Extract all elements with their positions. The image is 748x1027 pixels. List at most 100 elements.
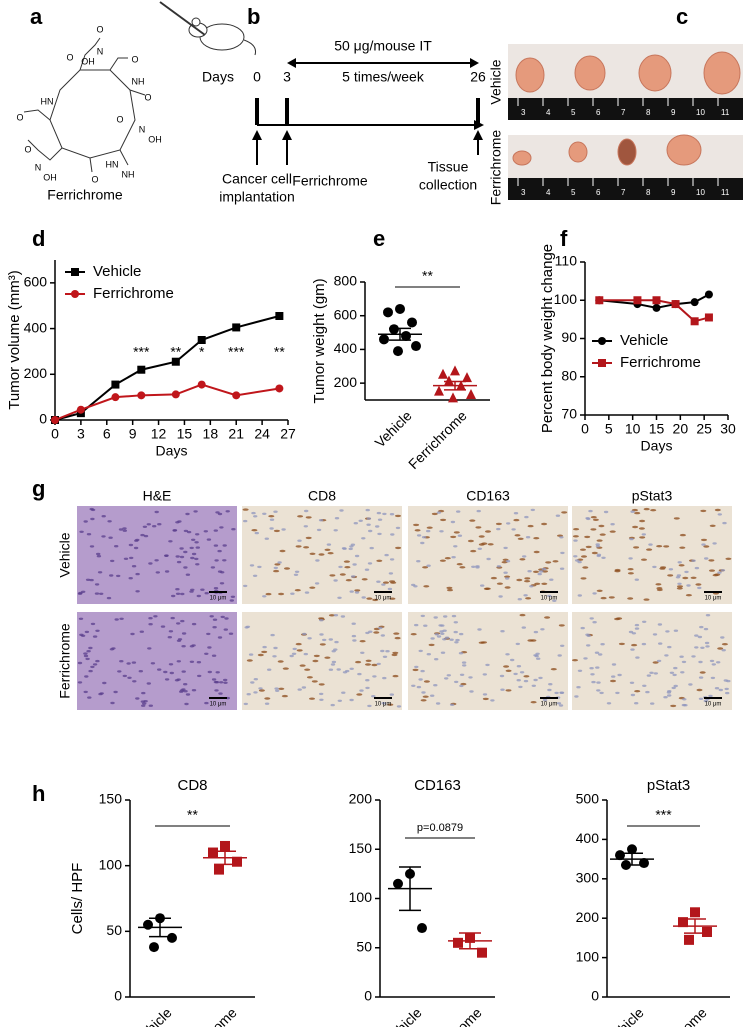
- photo-row-label: Vehicle: [488, 59, 504, 104]
- histology-image: [242, 612, 402, 710]
- cell-nucleus: [586, 644, 591, 647]
- panel-letter: b: [247, 4, 260, 29]
- cell-nucleus: [682, 576, 689, 580]
- cell-nucleus: [389, 558, 395, 561]
- cell-nucleus: [220, 615, 225, 619]
- cell-nucleus: [704, 641, 710, 645]
- cell-nucleus: [381, 702, 386, 705]
- cell-nucleus: [481, 641, 487, 644]
- cell-nucleus: [333, 614, 339, 617]
- cell-nucleus: [138, 670, 143, 673]
- atom-label: OH: [43, 172, 57, 182]
- cell-nucleus: [168, 540, 173, 543]
- cell-nucleus: [223, 681, 228, 684]
- x-tick-label: 15: [649, 421, 665, 437]
- cell-nucleus: [703, 699, 708, 703]
- cell-nucleus: [189, 546, 194, 550]
- cell-nucleus: [119, 660, 124, 663]
- cell-nucleus: [453, 630, 458, 634]
- cell-nucleus: [179, 547, 184, 550]
- cell-nucleus: [533, 550, 540, 554]
- cell-nucleus: [667, 574, 674, 577]
- cell-nucleus: [660, 566, 667, 569]
- cell-nucleus: [301, 686, 307, 689]
- cell-nucleus: [475, 565, 480, 568]
- x-tick-label: Vehicle: [371, 407, 414, 450]
- cell-nucleus: [726, 679, 731, 683]
- marker: [395, 303, 405, 314]
- cell-nucleus: [476, 509, 481, 513]
- cell-nucleus: [273, 569, 280, 573]
- cell-nucleus: [416, 534, 422, 537]
- cell-nucleus: [195, 533, 200, 536]
- cell-nucleus: [573, 555, 578, 558]
- cell-nucleus: [359, 689, 364, 692]
- cell-nucleus: [318, 683, 325, 686]
- ruler-label: 9: [671, 188, 676, 197]
- panel-letter: h: [32, 781, 45, 806]
- cell-nucleus: [610, 679, 616, 683]
- cell-nucleus: [486, 557, 491, 561]
- ruler-label: 6: [596, 188, 601, 197]
- cell-nucleus: [517, 537, 524, 540]
- cell-nucleus: [218, 692, 223, 695]
- cell-nucleus: [559, 567, 565, 570]
- cell-nucleus: [371, 695, 376, 698]
- tumor: [515, 57, 545, 93]
- cell-nucleus: [168, 663, 174, 666]
- cell-nucleus: [596, 553, 602, 556]
- cell-nucleus: [258, 689, 265, 692]
- cell-nucleus: [366, 597, 373, 600]
- y-tick-label: 100: [349, 889, 373, 905]
- cell-nucleus: [90, 622, 96, 626]
- cell-nucleus: [631, 643, 638, 647]
- marker: [220, 840, 230, 851]
- cell-nucleus: [709, 569, 715, 572]
- cell-nucleus: [375, 525, 380, 528]
- cell-nucleus: [577, 669, 583, 672]
- cell-nucleus: [377, 518, 383, 521]
- y-tick-label: 100: [554, 291, 578, 307]
- x-tick-label: 18: [203, 426, 219, 442]
- y-tick-label: 200: [334, 374, 358, 390]
- cell-nucleus: [600, 643, 605, 646]
- cell-nucleus: [536, 657, 541, 660]
- cell-nucleus: [364, 568, 370, 571]
- histology-column-label: CD163: [466, 488, 510, 504]
- cell-nucleus: [99, 592, 104, 595]
- cell-nucleus: [490, 576, 497, 580]
- cell-nucleus: [485, 530, 491, 533]
- cell-nucleus: [413, 523, 420, 527]
- cell-nucleus: [376, 511, 382, 515]
- cell-nucleus: [392, 651, 399, 655]
- cell-nucleus: [451, 556, 456, 559]
- cell-nucleus: [349, 667, 354, 670]
- cell-nucleus: [663, 545, 670, 548]
- cell-nucleus: [155, 571, 160, 574]
- cell-nucleus: [163, 670, 168, 674]
- atom-label: HN: [106, 159, 119, 169]
- cell-nucleus: [261, 650, 268, 654]
- cell-nucleus: [183, 683, 188, 686]
- y-tick-label: 400: [334, 340, 358, 356]
- cell-nucleus: [533, 570, 539, 573]
- y-axis-label: Cells/ HPF: [69, 863, 86, 935]
- cell-nucleus: [627, 568, 634, 571]
- cell-nucleus: [709, 524, 716, 527]
- cell-nucleus: [140, 700, 146, 703]
- cell-nucleus: [431, 512, 438, 516]
- cell-nucleus: [422, 566, 429, 569]
- cell-nucleus: [141, 691, 146, 695]
- cell-nucleus: [101, 515, 106, 518]
- marker: [434, 385, 444, 396]
- cell-nucleus: [469, 690, 474, 693]
- marker: [652, 296, 661, 305]
- cell-nucleus: [99, 692, 104, 695]
- cell-nucleus: [203, 530, 208, 533]
- cell-nucleus: [496, 565, 502, 568]
- cell-nucleus: [267, 668, 272, 671]
- cell-nucleus: [426, 653, 431, 656]
- ruler-label: 8: [646, 108, 651, 117]
- cell-nucleus: [577, 594, 582, 597]
- cell-nucleus: [527, 524, 534, 528]
